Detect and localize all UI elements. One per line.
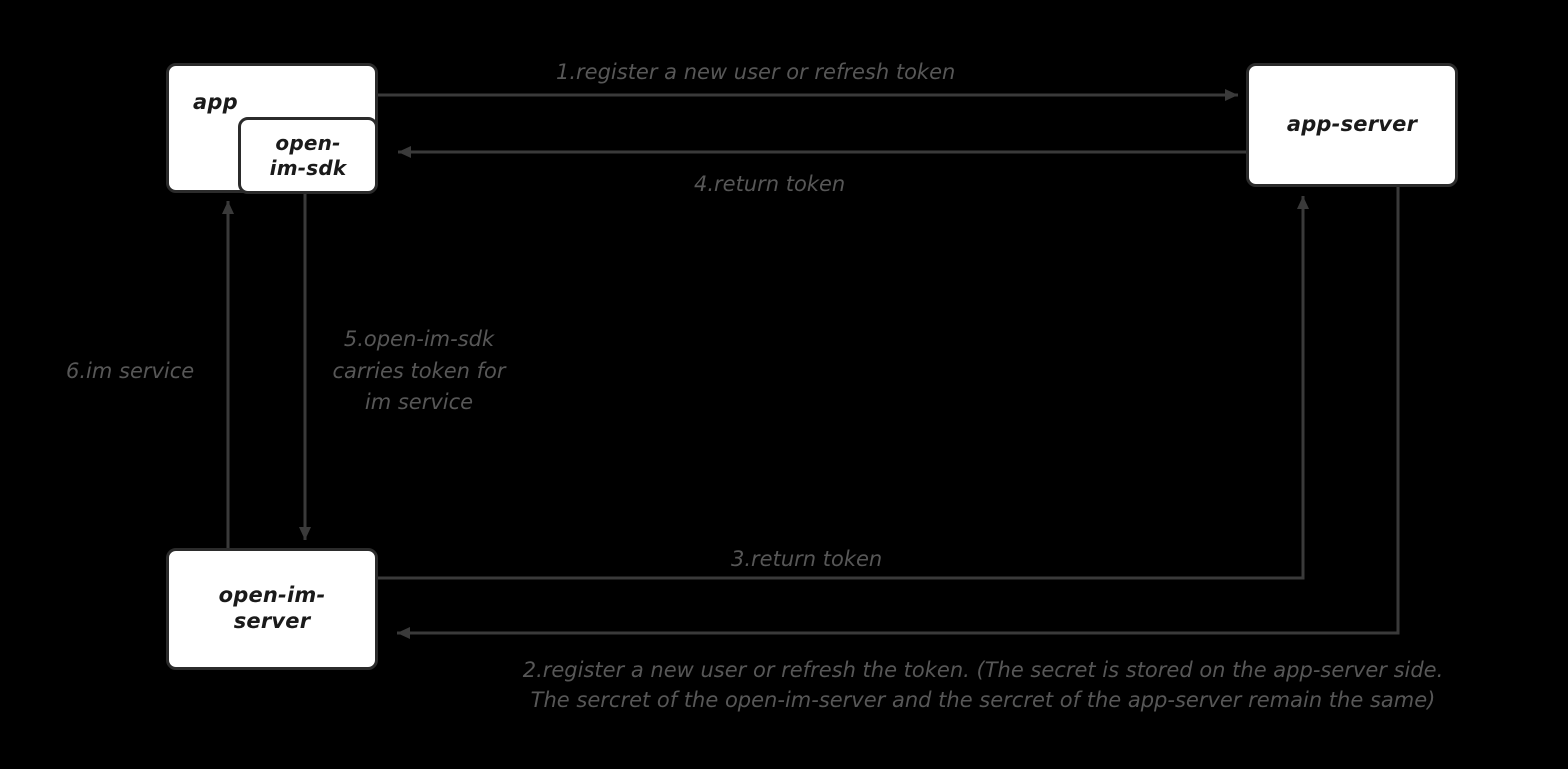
node-open-im-sdk[interactable]: open- im-sdk <box>238 117 378 194</box>
edge-label-4-return-token: 4.return token <box>694 172 846 196</box>
edge-3-open-im-server-to-app-server <box>378 196 1309 580</box>
node-open-im-server-label: open-im- server <box>218 583 326 633</box>
edge-label-3-return-token: 3.return token <box>731 547 883 571</box>
node-open-im-sdk-label: open- im-sdk <box>269 131 347 180</box>
edge-label-1-register-or-refresh-token: 1.register a new user or refresh token <box>556 60 956 84</box>
edge-2-app-server-to-open-im-server <box>397 187 1400 639</box>
node-app-server-label: app-server <box>1286 112 1418 137</box>
node-open-im-server[interactable]: open-im- server <box>166 548 378 670</box>
edge-label-5-sdk-carries-token: 5.open-im-sdk carries token for im servi… <box>332 327 506 414</box>
node-app-label: app <box>193 90 238 114</box>
edge-label-6-im-service: 6.im service <box>66 359 195 383</box>
edge-label-2-register-or-refresh-secret-note: 2.register a new user or refresh the tok… <box>522 658 1444 713</box>
node-app-server[interactable]: app-server <box>1246 63 1458 187</box>
